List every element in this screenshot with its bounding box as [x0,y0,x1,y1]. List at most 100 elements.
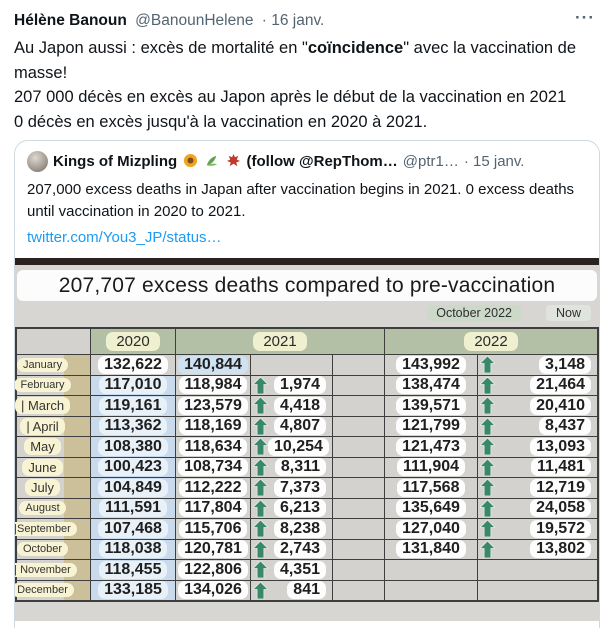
sunflower-icon [184,153,198,168]
value-chip: 133,185 [98,581,168,600]
value-chip: 107,468 [98,519,168,538]
diff-2022-cell: 13,802 [477,539,597,559]
diff-chip: 1,974 [273,376,326,395]
october-2022-label: October 2022 [427,305,521,321]
now-label: Now [545,305,591,321]
quote-date[interactable]: · 15 janv. [463,153,525,170]
value-2020-cell: 100,423 [90,457,175,477]
quote-avatar[interactable] [27,151,48,172]
diff-chip: 841 [287,581,326,600]
value-2022-cell: 121,799 [384,416,477,436]
month-column-strip [64,355,90,375]
diff-chip: 20,410 [530,396,591,415]
year-2020-chip: 2020 [106,332,160,351]
value-chip: 143,992 [396,355,466,374]
table-row: February 117,010 118,984 1,974 138,474 21,464 [15,374,597,395]
tweet-text-paragraph-2: 207 000 décès en excès au Japon après le… [14,88,567,106]
more-options-icon[interactable]: ··· [575,8,595,27]
diff-2022-cell: 12,719 [477,478,597,498]
quote-link[interactable]: twitter.com/You3_JP/status… [27,229,222,246]
value-2021-cell: 118,984 [175,375,250,395]
table-row: | April 113,362 118,169 4,807 121,799 8,437 [17,415,597,436]
value-2021-cell: 120,781 [175,539,250,559]
value-chip: 117,568 [396,478,466,497]
diff-2021-cell: 6,213 [250,498,332,518]
excess-deaths-table: 2020 2021 2022 January 132,622 140,844 143,… [15,327,599,602]
value-chip: 127,040 [396,519,466,538]
tweet-text-paragraph-3: 0 décès en excès jusqu'à la vaccination … [14,112,428,131]
month-column-strip [64,457,90,477]
up-arrow-icon [480,458,495,476]
tweet-text: Au Japon aussi : excès de mortalité en "… [14,36,603,134]
month-label: May [24,438,61,456]
value-chip: 131,840 [396,540,466,559]
up-arrow-icon [480,356,495,374]
value-2021-cell: 118,634 [175,437,250,457]
value-chip: 134,026 [178,581,248,600]
diff-2022-cell: 13,093 [477,437,597,457]
value-2022-cell: 127,040 [384,519,477,539]
spacer-cell [332,560,384,580]
quoted-tweet-header: Kings of Mizpling (follow @RepThom… @ptr… [27,151,589,172]
author-name[interactable]: Hélène Banoun [14,12,127,29]
month-cell: June [17,457,90,477]
value-2020-cell: 118,455 [90,560,175,580]
value-2020-cell: 132,622 [90,355,175,375]
diff-2021-cell: 1,974 [250,375,332,395]
diff-chip: 8,437 [538,417,591,436]
month-cell: August [17,498,90,518]
up-arrow-icon [253,520,268,538]
month-cell: | March [15,396,90,416]
quote-name-emojis [182,153,241,170]
spacer-cell [332,396,384,416]
tweet-text-paragraph-1: Au Japon aussi : excès de mortalité en "… [14,36,603,85]
month-column-strip [64,375,90,395]
value-chip: 118,455 [98,560,168,579]
value-chip: 104,849 [98,478,168,497]
diff-2021-cell: 8,238 [250,519,332,539]
author-handle[interactable]: @BanounHelene [135,12,254,29]
herb-icon [207,155,218,166]
up-arrow-icon [480,376,495,394]
value-chip: 118,169 [178,417,248,436]
diff-2022-cell [477,560,597,580]
quote-author-name[interactable]: Kings of Mizpling [53,153,178,170]
value-2020-cell: 133,185 [90,580,175,600]
value-2021-cell: 118,169 [175,416,250,436]
value-chip: 123,579 [178,396,248,415]
value-2021-cell: 115,706 [175,519,250,539]
month-cell: December [15,580,90,600]
up-arrow-icon [253,458,268,476]
quote-handle[interactable]: @ptr1… [402,153,459,170]
value-2021-cell: 123,579 [175,396,250,416]
diff-2021-cell: 7,373 [250,478,332,498]
month-label: October [16,542,69,557]
month-cell: | November [15,560,90,580]
quote-author-suffix[interactable]: (follow @RepThom… [246,153,398,170]
up-arrow-icon [253,479,268,497]
spacer-cell [332,416,384,436]
month-label: August [19,501,66,516]
quoted-tweet-card[interactable]: Kings of Mizpling (follow @RepThom… @ptr… [14,140,600,628]
value-chip: 119,161 [98,396,168,415]
value-2021-cell: 140,844 [175,355,250,375]
tweet-date[interactable]: · 16 janv. [261,12,325,29]
value-chip: 132,622 [98,355,168,374]
value-chip: 108,734 [178,458,248,477]
diff-2022-cell: 19,572 [477,519,597,539]
diff-chip: 3,148 [538,355,591,374]
value-chip: 121,473 [396,437,466,456]
up-arrow-icon [253,499,268,517]
value-2022-cell: 117,568 [384,478,477,498]
spacer-cell [332,457,384,477]
value-2021-cell: 112,222 [175,478,250,498]
table-row: July 104,849 112,222 7,373 117,568 12,719 [17,477,597,498]
value-2020-cell: 104,849 [90,478,175,498]
embedded-image[interactable]: 207,707 excess deaths compared to pre-va… [15,258,599,621]
table-row: May 108,380 118,634 10,254 121,473 13,093 [17,436,597,457]
table-row: June 100,423 108,734 8,311 111,904 11,481 [17,456,597,477]
value-2022-cell: 139,571 [384,396,477,416]
year-2020-header: 2020 [90,329,175,354]
diff-2021-cell: 10,254 [250,437,332,457]
value-chip: 121,799 [396,417,466,436]
